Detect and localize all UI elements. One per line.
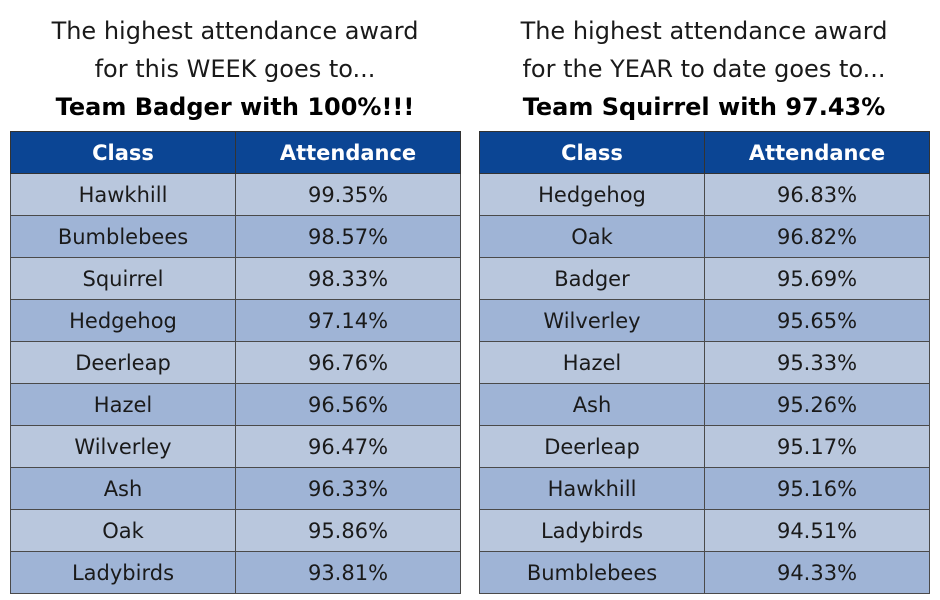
- column-header-attendance: Attendance: [704, 131, 930, 174]
- table-row: Bumblebees 98.57%: [10, 215, 461, 258]
- attendance-cell: 95.69%: [704, 257, 930, 300]
- table-row: Squirrel 98.33%: [10, 257, 461, 300]
- attendance-cell: 96.47%: [235, 425, 461, 468]
- class-cell: Squirrel: [10, 257, 236, 300]
- attendance-cell: 95.16%: [704, 467, 930, 510]
- attendance-cell: 95.26%: [704, 383, 930, 426]
- column-header-class: Class: [10, 131, 236, 174]
- attendance-cell: 95.17%: [704, 425, 930, 468]
- week-winner: Team Badger with 100%!!!: [55, 93, 415, 121]
- table-row: Oak 95.86%: [10, 509, 461, 552]
- class-cell: Oak: [10, 509, 236, 552]
- attendance-cell: 94.33%: [704, 551, 930, 594]
- class-cell: Ladybirds: [10, 551, 236, 594]
- attendance-cell: 95.33%: [704, 341, 930, 384]
- table-row: Hedgehog 97.14%: [10, 299, 461, 342]
- table-row: Hazel 95.33%: [479, 341, 930, 384]
- week-heading-line1: The highest attendance award: [51, 17, 419, 45]
- table-row: Oak 96.82%: [479, 215, 930, 258]
- class-cell: Hedgehog: [479, 173, 705, 216]
- table-header-row: Class Attendance: [10, 131, 461, 174]
- class-cell: Oak: [479, 215, 705, 258]
- table-row: Bumblebees 94.33%: [479, 551, 930, 594]
- attendance-cell: 94.51%: [704, 509, 930, 552]
- attendance-cell: 99.35%: [235, 173, 461, 216]
- table-row: Deerleap 95.17%: [479, 425, 930, 468]
- class-cell: Deerleap: [10, 341, 236, 384]
- week-attendance-table: Class Attendance Hawkhill 99.35% Bumbleb…: [10, 131, 461, 594]
- attendance-cell: 96.33%: [235, 467, 461, 510]
- table-row: Hedgehog 96.83%: [479, 173, 930, 216]
- attendance-cell: 96.82%: [704, 215, 930, 258]
- class-cell: Wilverley: [479, 299, 705, 342]
- table-row: Ash 96.33%: [10, 467, 461, 510]
- attendance-cell: 98.57%: [235, 215, 461, 258]
- table-row: Hawkhill 99.35%: [10, 173, 461, 216]
- attendance-cell: 93.81%: [235, 551, 461, 594]
- week-award-panel: The highest attendance award for this WE…: [10, 12, 461, 594]
- week-heading-line2: for this WEEK goes to...: [94, 55, 376, 83]
- year-winner: Team Squirrel with 97.43%: [522, 93, 886, 121]
- class-cell: Wilverley: [10, 425, 236, 468]
- table-header-row: Class Attendance: [479, 131, 930, 174]
- class-cell: Ash: [10, 467, 236, 510]
- table-row: Ash 95.26%: [479, 383, 930, 426]
- class-cell: Bumblebees: [10, 215, 236, 258]
- class-cell: Bumblebees: [479, 551, 705, 594]
- table-row: Badger 95.69%: [479, 257, 930, 300]
- year-award-panel: The highest attendance award for the YEA…: [479, 12, 930, 594]
- column-header-attendance: Attendance: [235, 131, 461, 174]
- attendance-cell: 97.14%: [235, 299, 461, 342]
- table-row: Ladybirds 94.51%: [479, 509, 930, 552]
- table-row: Wilverley 96.47%: [10, 425, 461, 468]
- class-cell: Badger: [479, 257, 705, 300]
- class-cell: Hedgehog: [10, 299, 236, 342]
- attendance-cell: 96.56%: [235, 383, 461, 426]
- attendance-cell: 95.86%: [235, 509, 461, 552]
- table-row: Deerleap 96.76%: [10, 341, 461, 384]
- table-row: Wilverley 95.65%: [479, 299, 930, 342]
- class-cell: Deerleap: [479, 425, 705, 468]
- attendance-cell: 95.65%: [704, 299, 930, 342]
- attendance-cell: 98.33%: [235, 257, 461, 300]
- year-attendance-table: Class Attendance Hedgehog 96.83% Oak 96.…: [479, 131, 930, 594]
- table-row: Hazel 96.56%: [10, 383, 461, 426]
- attendance-cell: 96.83%: [704, 173, 930, 216]
- class-cell: Hazel: [479, 341, 705, 384]
- table-row: Hawkhill 95.16%: [479, 467, 930, 510]
- year-heading-line1: The highest attendance award: [520, 17, 888, 45]
- table-row: Ladybirds 93.81%: [10, 551, 461, 594]
- class-cell: Hawkhill: [10, 173, 236, 216]
- class-cell: Ladybirds: [479, 509, 705, 552]
- class-cell: Ash: [479, 383, 705, 426]
- attendance-cell: 96.76%: [235, 341, 461, 384]
- class-cell: Hawkhill: [479, 467, 705, 510]
- class-cell: Hazel: [10, 383, 236, 426]
- column-header-class: Class: [479, 131, 705, 174]
- year-heading-line2: for the YEAR to date goes to...: [522, 55, 886, 83]
